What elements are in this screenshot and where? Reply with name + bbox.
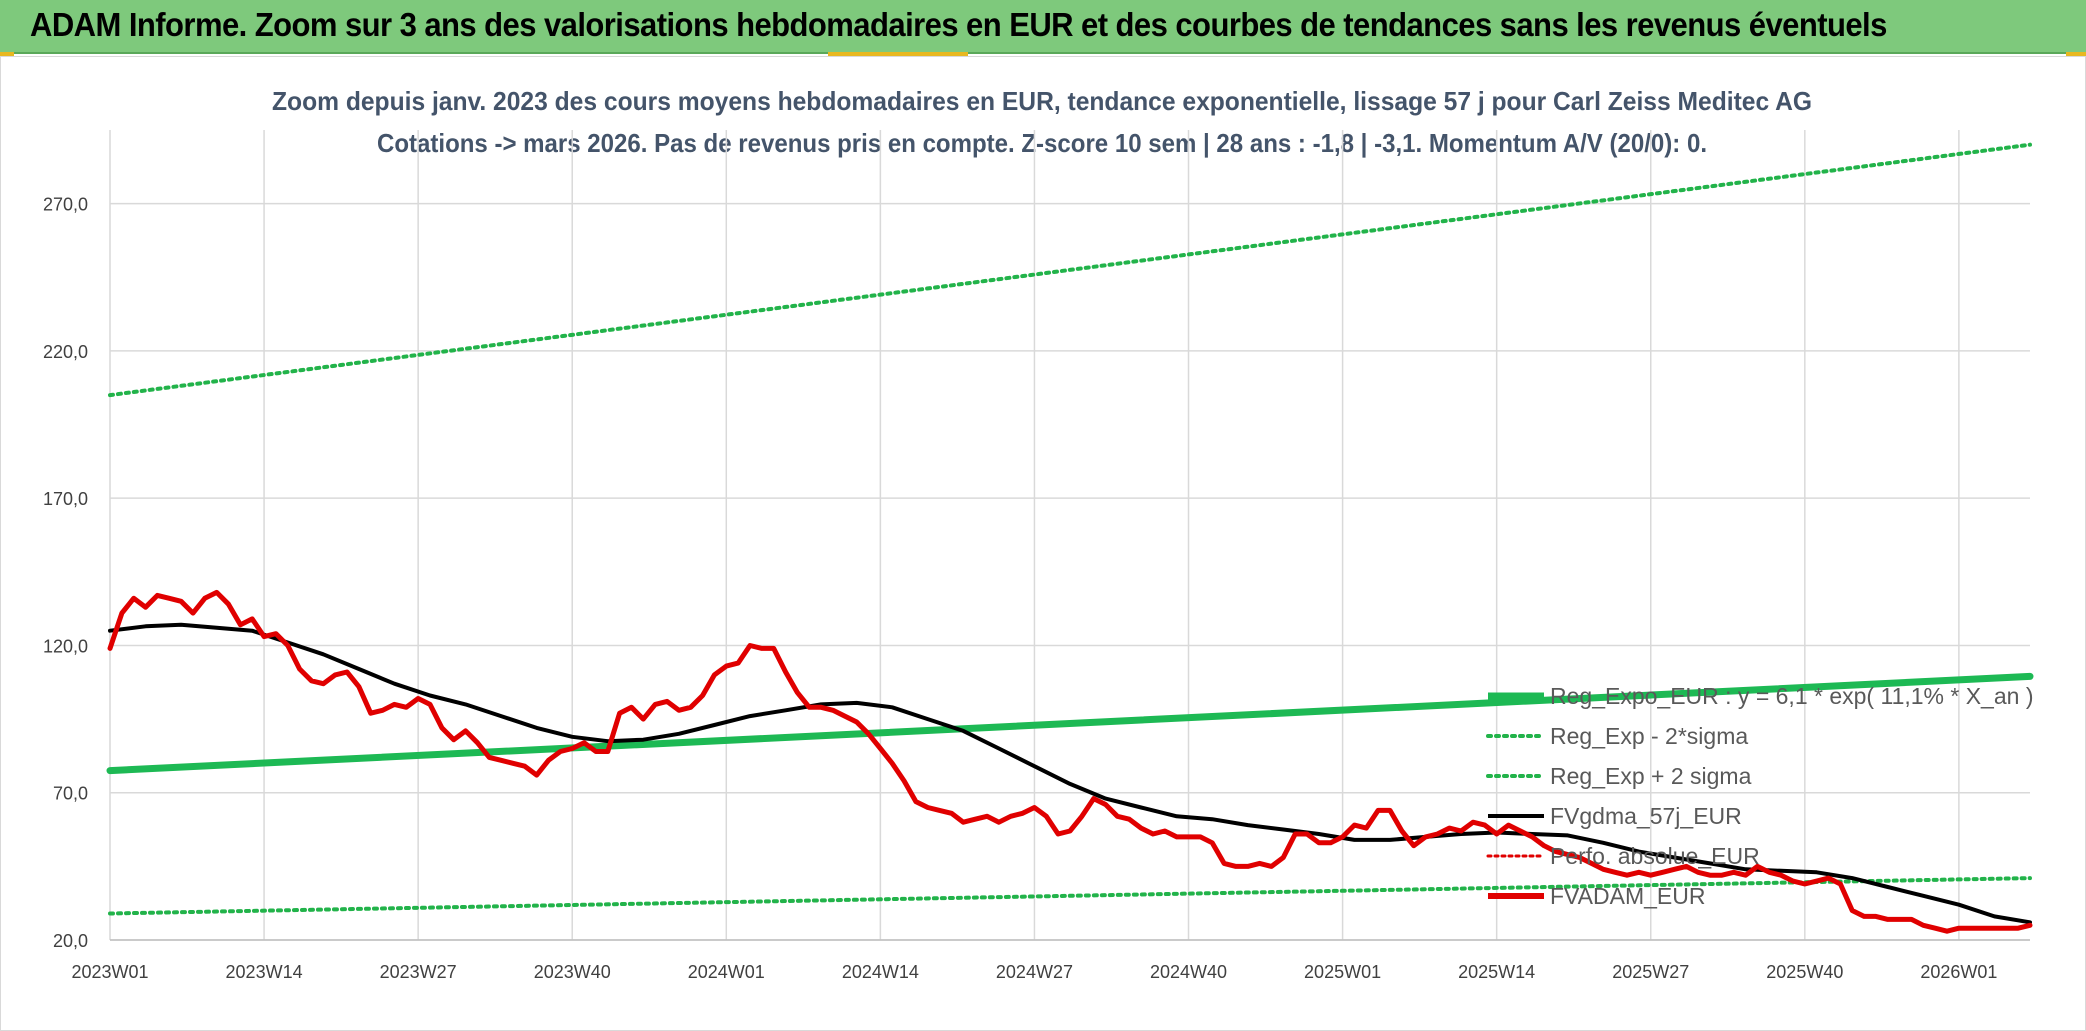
legend: Reg_Expo_EUR : y = 6,1 * exp( 11,1% * X_… xyxy=(1486,683,2033,909)
y-tick-label: 20,0 xyxy=(53,931,88,951)
x-tick-label: 2025W40 xyxy=(1766,962,1843,982)
legend-label: FVgdma_57j_EUR xyxy=(1550,803,1742,829)
x-tick-label: 2024W27 xyxy=(996,962,1073,982)
reg-expo-line xyxy=(106,672,2034,775)
chart-title-line-1: Zoom depuis janv. 2023 des cours moyens … xyxy=(272,86,1812,116)
y-tick-label: 70,0 xyxy=(53,784,88,804)
legend-label: Reg_Exp - 2*sigma xyxy=(1550,723,1748,749)
series xyxy=(106,142,2034,934)
x-tick-label: 2025W14 xyxy=(1458,962,1535,982)
x-tick-label: 2025W01 xyxy=(1304,962,1381,982)
page-title: ADAM Informe. Zoom sur 3 ans des valoris… xyxy=(30,6,1887,43)
fvadam-line xyxy=(107,589,2033,934)
x-tick-label: 2023W27 xyxy=(380,962,457,982)
banner-accent-mid xyxy=(828,52,968,57)
fvgdma-line xyxy=(108,622,2032,925)
legend-label: Reg_Expo_EUR : y = 6,1 * exp( 11,1% * X_… xyxy=(1550,683,2033,709)
x-tick-label: 2024W01 xyxy=(688,962,765,982)
grid xyxy=(109,130,2030,941)
chart-title-line-2: Cotations -> mars 2026. Pas de revenus p… xyxy=(377,128,1707,158)
banner-accent-left xyxy=(0,52,14,57)
x-tick-label: 2026W01 xyxy=(1920,962,1997,982)
y-tick-label: 220,0 xyxy=(43,342,88,362)
y-tick-label: 170,0 xyxy=(43,489,88,509)
x-tick-label: 2024W40 xyxy=(1150,962,1227,982)
legend-label: Reg_Exp + 2 sigma xyxy=(1550,763,1752,789)
x-tick-label: 2025W27 xyxy=(1612,962,1689,982)
y-tick-label: 270,0 xyxy=(43,195,88,215)
reg-sigma-line xyxy=(108,876,2032,916)
y-tick-label: 120,0 xyxy=(43,636,88,656)
axes: 20,0 70,0 120,0 170,0 220,0 270,0 2023W01 2023W… xyxy=(43,195,2030,982)
legend-label: Perfo. absolue_EUR xyxy=(1550,843,1760,869)
reg-sigma-line xyxy=(108,142,2032,398)
legend-label: FVADAM_EUR xyxy=(1550,883,1706,909)
banner-accent-right xyxy=(2066,52,2086,57)
x-tick-label: 2023W40 xyxy=(534,962,611,982)
x-tick-label: 2024W14 xyxy=(842,962,919,982)
x-tick-label: 2023W01 xyxy=(71,962,148,982)
x-tick-label: 2023W14 xyxy=(226,962,303,982)
header-banner: ADAM Informe. Zoom sur 3 ans des valoris… xyxy=(0,0,2086,54)
